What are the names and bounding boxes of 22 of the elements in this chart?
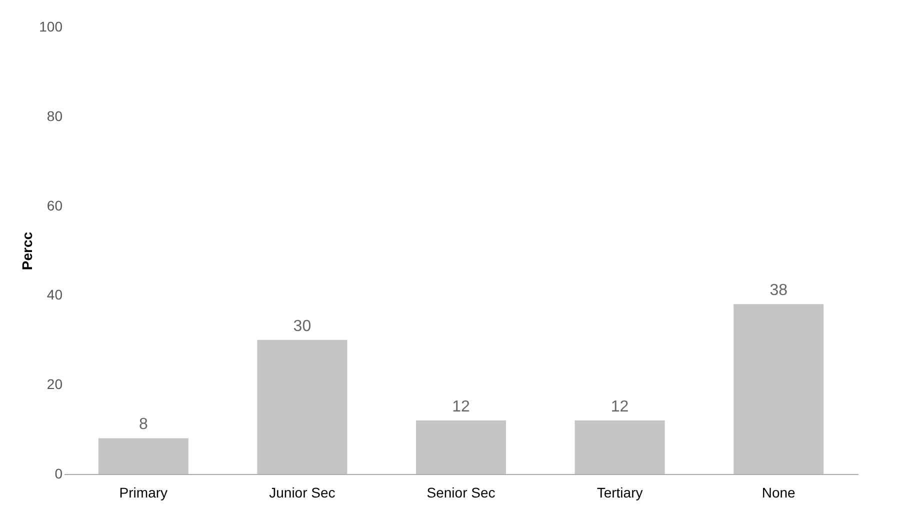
x-tick-label: Tertiary [596, 484, 643, 500]
bar [257, 340, 348, 474]
y-tick-label: 40 [46, 286, 63, 303]
bar [98, 438, 188, 474]
y-tick-label: 60 [46, 197, 63, 214]
y-tick-label: 100 [39, 18, 63, 34]
data-label: 8 [138, 416, 148, 434]
y-axis-title: Percc [19, 232, 36, 270]
data-label: 30 [293, 318, 312, 335]
x-tick-label: Primary [119, 484, 168, 500]
x-tick-label: Junior Sec [269, 484, 336, 500]
x-tick-label: Senior Sec [426, 484, 496, 500]
data-label: 38 [770, 282, 788, 300]
x-tick-label: None [762, 484, 796, 500]
y-tick-label: 0 [54, 466, 63, 482]
bar [416, 420, 506, 474]
y-tick-label: 80 [46, 108, 63, 124]
bar [574, 420, 665, 474]
data-label: 12 [610, 398, 629, 416]
data-label: 12 [452, 398, 470, 416]
bar [734, 304, 824, 474]
y-tick-label: 20 [46, 376, 63, 392]
